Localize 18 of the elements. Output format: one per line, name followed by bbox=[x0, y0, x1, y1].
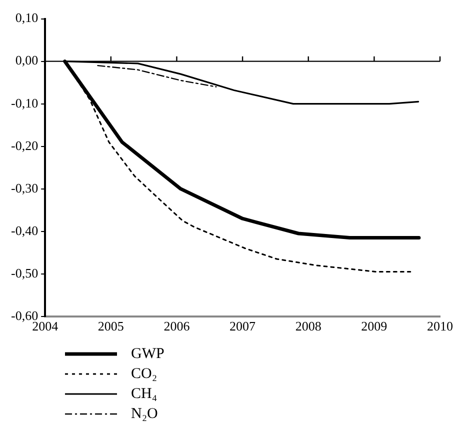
legend-label: CH₄ bbox=[131, 386, 158, 402]
y-tick-label: -0,50 bbox=[10, 265, 38, 280]
legend-label: GWP bbox=[131, 346, 164, 362]
legend-label: CO₂ bbox=[131, 366, 158, 382]
y-tick-label: 0,10 bbox=[15, 10, 38, 26]
y-tick-label: 0,00 bbox=[15, 52, 38, 68]
legend-label: N₂O bbox=[131, 406, 158, 422]
x-tick-label: 2010 bbox=[427, 318, 453, 334]
x-tick-label: 2005 bbox=[98, 318, 124, 334]
y-tick-label: -0,30 bbox=[10, 180, 38, 196]
y-tick-label: -0,60 bbox=[10, 308, 38, 323]
y-tick-label: -0,10 bbox=[10, 95, 38, 110]
y-tick-label: -0,20 bbox=[10, 138, 38, 153]
x-tick-label: 2008 bbox=[295, 318, 322, 334]
y-tick-label: -0,40 bbox=[10, 222, 38, 238]
x-tick-label: 2009 bbox=[361, 318, 388, 334]
x-tick-label: 2007 bbox=[230, 318, 256, 334]
x-tick-label: 2006 bbox=[164, 318, 190, 334]
